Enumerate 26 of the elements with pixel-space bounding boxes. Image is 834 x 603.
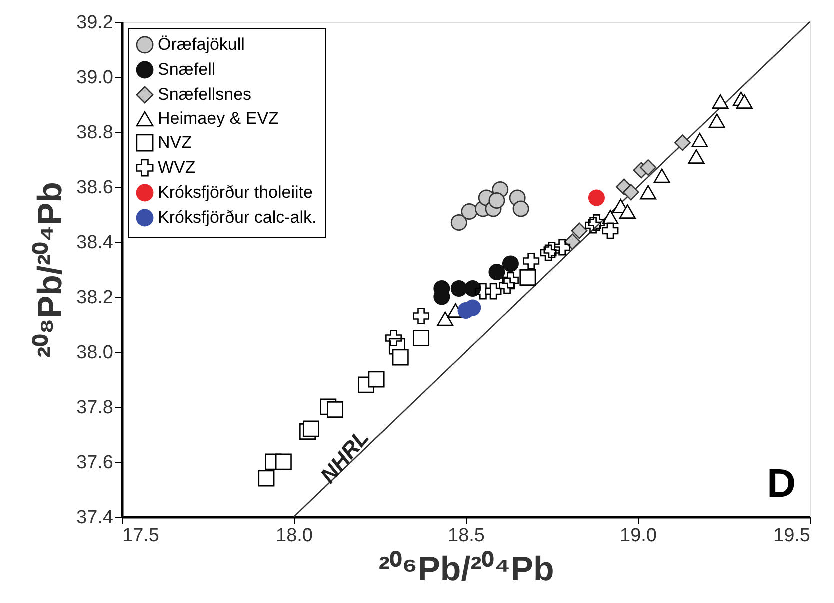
y-tick-label: 37.8 <box>76 398 114 418</box>
legend-label: Króksfjörður tholeiite <box>158 183 313 202</box>
x-tick-label: 19.5 <box>774 526 810 546</box>
legend-label: Öræfajökull <box>158 35 245 54</box>
y-tick-label: 38.0 <box>76 342 114 364</box>
legend-label: Króksfjörður calc-alk. <box>158 208 317 227</box>
legend-label: WVZ <box>158 158 196 177</box>
legend-label: NVZ <box>158 133 192 152</box>
legend-label: Snæfellsnes <box>158 85 252 104</box>
x-tick-label: 19.0 <box>620 526 657 546</box>
y-tick-label: 37.4 <box>76 508 114 528</box>
annotation: D <box>767 462 796 506</box>
x-tick-label: 18.0 <box>276 526 313 546</box>
x-axis-title: ²⁰⁶Pb/²⁰⁴Pb <box>378 550 554 588</box>
x-tick-label: 17.5 <box>122 526 160 546</box>
y-tick-label: 38.4 <box>76 232 114 254</box>
x-tick-label: 18.5 <box>448 526 485 546</box>
legend-label: Heimaey & EVZ <box>158 109 279 128</box>
legend-label: Snæfell <box>158 60 216 79</box>
y-tick-label: 38.8 <box>76 122 114 144</box>
y-tick-label: 39.2 <box>76 12 114 34</box>
y-tick-label: 38.2 <box>76 288 114 308</box>
y-tick-label: 39.0 <box>76 68 114 88</box>
y-axis-title: ²⁰⁸Pb/²⁰⁴Pb <box>32 182 70 358</box>
y-tick-label: 38.6 <box>76 178 114 198</box>
y-tick-label: 37.6 <box>76 452 114 474</box>
